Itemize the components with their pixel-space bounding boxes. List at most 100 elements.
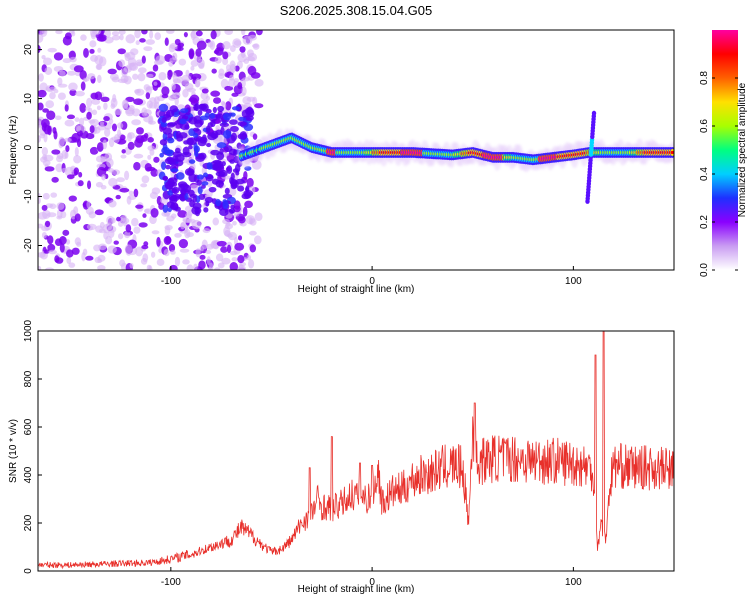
spectrogram-noise-blob [152, 64, 159, 72]
spectrogram-noise-blob [239, 131, 247, 140]
spectrogram-noise-blob [66, 256, 72, 265]
spectrogram-noise-blob [161, 116, 167, 123]
spectrogram-noise-blob [222, 200, 229, 210]
spectrogram-noise-blob [226, 165, 233, 174]
spectrogram-noise-blob [54, 115, 62, 121]
spectrogram-noise-blob [149, 191, 158, 200]
spectrogram-noise-blob [143, 46, 153, 52]
spectrogram-noise-blob [136, 89, 141, 94]
spectrogram-noise-blob [124, 52, 130, 58]
spectrogram-noise-blob [219, 147, 224, 155]
spectrogram-noise-blob [243, 190, 254, 197]
spectrogram-noise-blob [229, 45, 236, 53]
spectrogram-noise-blob [224, 30, 233, 36]
spectrogram-noise-blob [165, 164, 171, 170]
spectrogram-noise-blob [148, 102, 158, 109]
spectrogram-noise-blob [147, 145, 155, 151]
spectrogram-noise-blob [201, 181, 209, 186]
spectrogram-noise-blob [87, 180, 92, 190]
spectrogram-noise-blob [131, 119, 142, 126]
spectrogram-noise-blob [178, 238, 189, 249]
spectrogram-noise-blob [192, 195, 197, 203]
spectrogram-noise-blob [169, 57, 178, 63]
spectrogram-noise-blob [71, 247, 80, 255]
snr-panel: -100 0 100 0 200 400 600 800 1000 Height of str… [8, 319, 675, 595]
spectrogram-noise-blob [195, 78, 201, 88]
spectrogram-noise-blob [219, 122, 230, 127]
spectrogram-noise-blob [124, 230, 131, 239]
spectrogram-noise-blob [205, 125, 211, 134]
spectrogram-noise-blob [139, 38, 146, 43]
spectrogram-noise-blob [53, 52, 64, 61]
spectrogram-noise-blob [50, 192, 58, 198]
spectrogram-noise-blob [54, 255, 60, 263]
spectrogram-noise-blob [94, 55, 104, 65]
spectrogram-noise-blob [131, 217, 139, 227]
spectrogram-noise-blob [142, 213, 147, 218]
spectrogram-noise-blob [185, 212, 193, 219]
spectrogram-noise-blob [141, 175, 150, 184]
spectrogram-noise-blob [162, 175, 169, 181]
spectrogram-noise-blob [161, 161, 167, 170]
spectrogram-noise-blob [195, 30, 203, 37]
spectrogram-noise-blob [129, 262, 134, 269]
spectrogram-noise-blob [55, 163, 64, 173]
spectrogram-noise-blob [166, 122, 175, 128]
spectrogram-noise-blob [249, 244, 257, 253]
spectrogram-noise-blob [55, 30, 63, 35]
spectrogram-noise-blob [151, 230, 160, 235]
spectrogram-noise-blob [117, 220, 124, 227]
spectrogram-noise-blob [213, 49, 220, 55]
spectrogram-noise-blob [143, 84, 151, 91]
spectrogram-noise-blob [45, 100, 55, 109]
spectrogram-noise-blob [73, 65, 84, 73]
spectrogram-noise-blob [115, 194, 121, 200]
spectrogram-noise-blob [209, 262, 214, 270]
spectrogram-noise-blob [187, 87, 196, 93]
spectrogram-noise-blob [43, 124, 51, 135]
spectrogram-noise-blob [57, 92, 66, 100]
spectrogram-noise-blob [53, 65, 64, 72]
spectrogram-noise-blob [133, 98, 144, 106]
spectrogram-noise-blob [136, 61, 144, 66]
colorbar-tick-label: 0.0 [699, 263, 710, 277]
spectrogram-noise-blob [216, 240, 227, 247]
spectrogram-noise-blob [68, 262, 76, 268]
spectrogram-noise-blob [205, 200, 210, 207]
spectrogram-noise-blob [69, 89, 77, 97]
spectrogram-noise-blob [161, 146, 171, 155]
spectrogram-noise-blob [160, 121, 168, 128]
spectrogram-noise-blob [193, 263, 198, 270]
spectrogram-noise-blob [166, 30, 175, 34]
spectrogram-noise-blob [112, 93, 117, 103]
spectrogram-noise-blob [47, 235, 54, 245]
spectrogram-noise-blob [190, 65, 195, 71]
spectrogram-noise-blob [124, 244, 133, 255]
spectrogram-noise-blob [196, 179, 203, 186]
spectrogram-noise-blob [164, 225, 171, 236]
spectrogram-noise-blob [79, 70, 87, 80]
spectrogram-noise-blob [249, 230, 257, 236]
spectrogram-noise-blob [188, 159, 196, 164]
spectrogram-noise-blob [239, 46, 246, 53]
spectrogram-noise-blob [59, 243, 65, 253]
spectrogram-noise-blob [210, 90, 221, 97]
spectrogram-noise-blob [188, 48, 195, 59]
spectrogram-noise-blob [167, 69, 173, 78]
spectrogram-noise-blob [137, 67, 147, 74]
spectrogram-noise-blob [215, 180, 224, 188]
spectrogram-noise-blob [68, 82, 78, 91]
x-tick-label: 0 [369, 276, 375, 287]
spectrogram-noise-blob [134, 30, 141, 39]
spectrogram-noise-blob [39, 133, 46, 139]
spectrogram-noise-blob [199, 246, 204, 252]
spectrogram-noise-blob [148, 265, 153, 270]
spectrogram-noise-blob [153, 156, 160, 163]
spectrogram-noise-blob [252, 43, 260, 50]
spectrogram-noise-blob [74, 146, 79, 157]
spectrogram-noise-blob [63, 137, 72, 143]
spectrogram-noise-blob [229, 261, 239, 270]
spectrogram-noise-blob [103, 231, 109, 240]
spectrogram-noise-blob [242, 96, 252, 105]
spectrogram-noise-blob [103, 36, 114, 44]
